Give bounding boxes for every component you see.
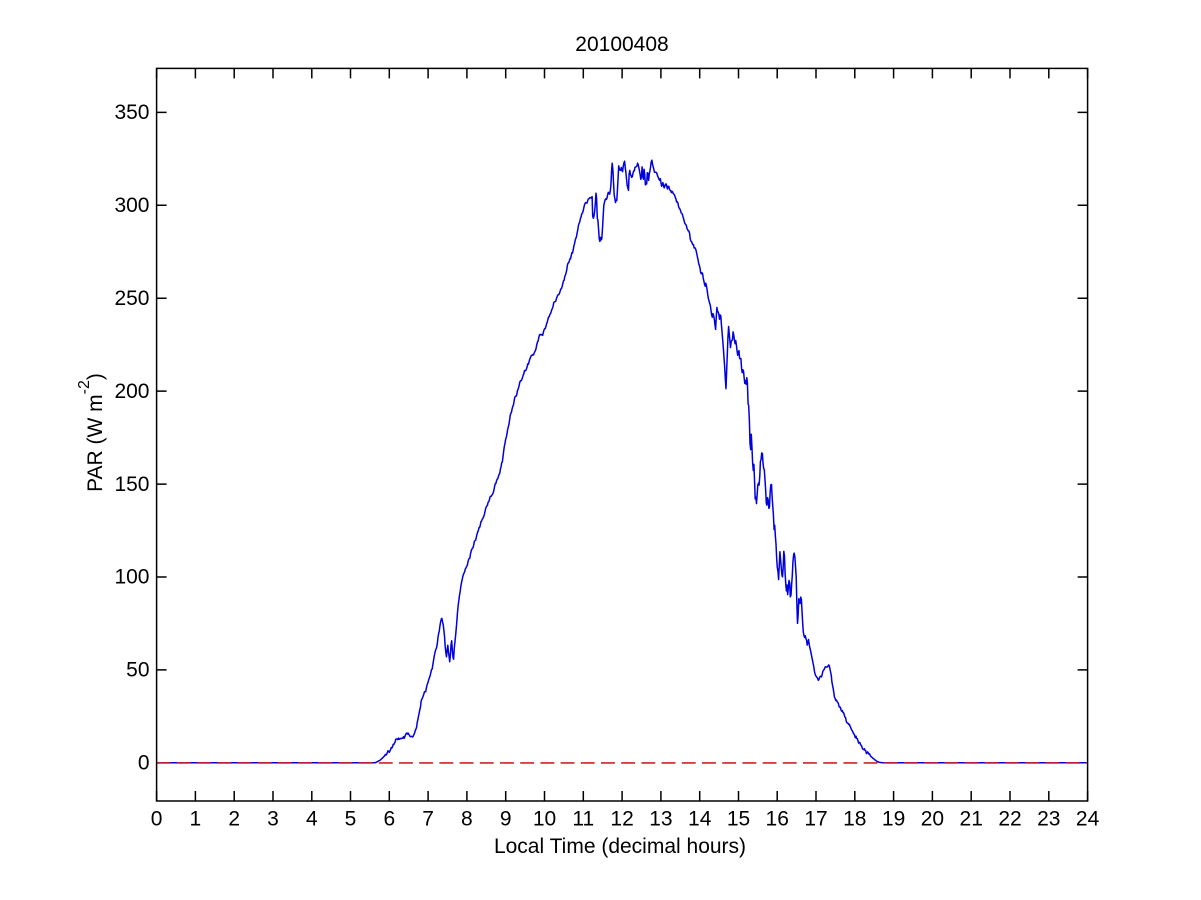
svg-text:23: 23 xyxy=(1037,807,1060,830)
svg-text:7: 7 xyxy=(422,807,434,830)
svg-text:200: 200 xyxy=(114,380,149,403)
svg-text:300: 300 xyxy=(114,194,149,217)
svg-text:24: 24 xyxy=(1076,807,1100,830)
svg-text:14: 14 xyxy=(688,807,712,830)
svg-text:22: 22 xyxy=(998,807,1021,830)
svg-text:350: 350 xyxy=(114,101,149,124)
svg-text:21: 21 xyxy=(960,807,983,830)
svg-text:1: 1 xyxy=(190,807,202,830)
svg-text:Local Time (decimal hours): Local Time (decimal hours) xyxy=(494,835,746,858)
svg-text:5: 5 xyxy=(345,807,357,830)
svg-text:0: 0 xyxy=(138,752,150,775)
svg-text:8: 8 xyxy=(461,807,473,830)
svg-text:13: 13 xyxy=(649,807,672,830)
svg-text:9: 9 xyxy=(500,807,512,830)
svg-text:150: 150 xyxy=(114,473,149,496)
svg-text:0: 0 xyxy=(151,807,163,830)
svg-text:20: 20 xyxy=(921,807,944,830)
svg-text:16: 16 xyxy=(766,807,789,830)
svg-text:10: 10 xyxy=(533,807,556,830)
svg-text:20100408: 20100408 xyxy=(575,33,668,56)
svg-text:19: 19 xyxy=(882,807,905,830)
svg-text:250: 250 xyxy=(114,287,149,310)
svg-text:18: 18 xyxy=(843,807,866,830)
svg-text:4: 4 xyxy=(306,807,318,830)
svg-text:17: 17 xyxy=(804,807,827,830)
svg-text:12: 12 xyxy=(610,807,633,830)
svg-text:15: 15 xyxy=(727,807,750,830)
svg-text:100: 100 xyxy=(114,566,149,589)
svg-text:6: 6 xyxy=(383,807,395,830)
svg-text:11: 11 xyxy=(572,807,594,830)
svg-text:3: 3 xyxy=(267,807,279,830)
svg-text:2: 2 xyxy=(228,807,240,830)
svg-text:50: 50 xyxy=(126,659,149,682)
